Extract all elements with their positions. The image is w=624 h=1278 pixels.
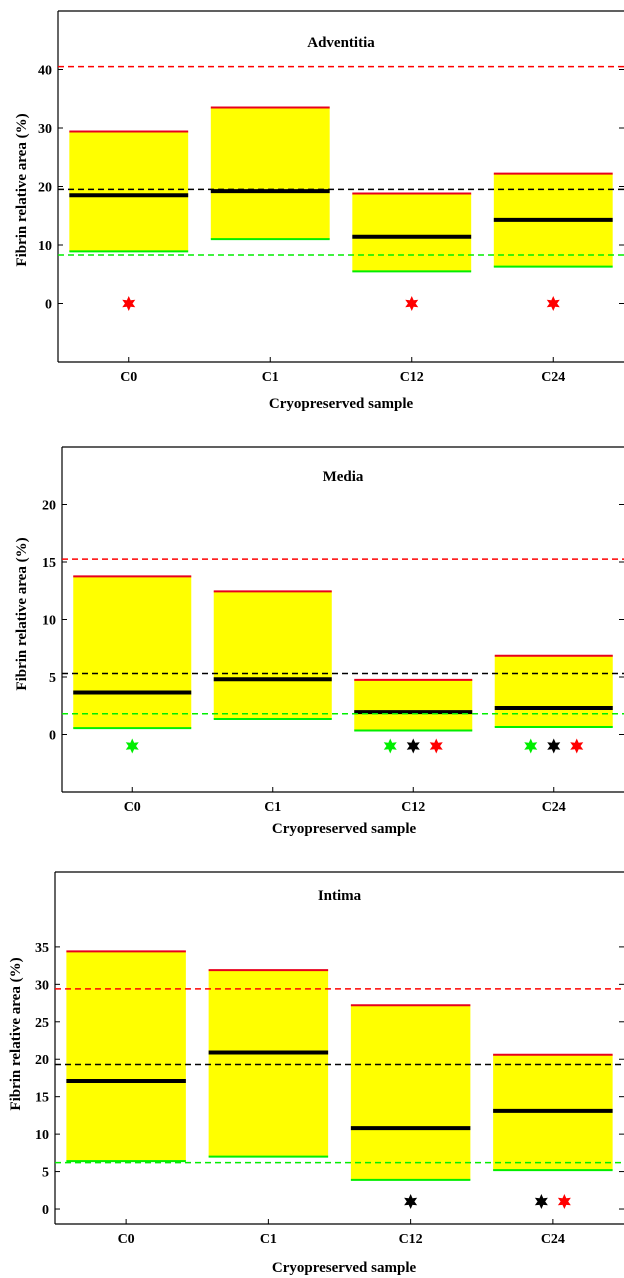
y-axis-label: Fibrin relative area (%) (14, 113, 30, 266)
x-tick-label: C0 (120, 370, 137, 385)
x-tick-label: C12 (399, 1232, 423, 1247)
x-tick-label: C12 (400, 370, 424, 385)
panel-intima: Fibrin relative area (%) Cryopreserved s… (8, 871, 624, 1276)
chart-adventitia: 0 10 20 30 40 C0 C1 C12 C24 Adventitia (38, 10, 624, 385)
y-tick-label: 40 (38, 64, 52, 79)
y-tick-label: 5 (42, 1166, 49, 1181)
range-box-C12 (352, 193, 472, 272)
y-tick-label: 0 (45, 298, 52, 313)
range-box-C24 (494, 655, 613, 728)
x-tick-label: C24 (541, 1232, 565, 1247)
significance-star (429, 738, 443, 754)
y-tick-label: 30 (35, 978, 49, 993)
panel-media: Fibrin relative area (%) Cryopreserved s… (14, 446, 624, 837)
x-axis-label: Cryopreserved sample (272, 821, 417, 837)
y-tick-label: 5 (49, 671, 56, 686)
range-box-C0 (73, 576, 192, 729)
significance-star (557, 1194, 571, 1210)
chart-intima: 0 5 10 15 20 25 30 35 C0 C1 C12 C24 Intima (35, 871, 624, 1247)
x-tick-label: C1 (264, 800, 281, 815)
x-axis-label: Cryopreserved sample (269, 396, 414, 412)
x-tick-label: C0 (118, 1232, 135, 1247)
significance-star (125, 738, 139, 754)
significance-star (406, 738, 420, 754)
y-tick-label: 15 (42, 556, 56, 571)
y-axis-label: Fibrin relative area (%) (14, 537, 30, 690)
x-axis-label: Cryopreserved sample (272, 1260, 417, 1276)
significance-star (524, 738, 538, 754)
panel-adventitia: Fibrin relative area (%) Cryopreserved s… (14, 10, 624, 412)
significance-star (122, 296, 136, 311)
y-tick-label: 10 (35, 1128, 49, 1143)
range-box-C0 (69, 131, 189, 252)
chart-title: Media (323, 469, 364, 485)
x-tick-label: C24 (541, 370, 565, 385)
significance-star (383, 738, 397, 754)
y-tick-label: 10 (42, 614, 56, 629)
y-tick-label: 15 (35, 1091, 49, 1106)
y-tick-label: 0 (49, 729, 56, 744)
range-box-C1 (208, 970, 329, 1157)
chart-title: Intima (318, 888, 362, 904)
significance-star (405, 296, 419, 311)
y-tick-label: 25 (35, 1016, 49, 1031)
significance-star (570, 738, 584, 754)
x-tick-label: C1 (262, 370, 279, 385)
significance-star (404, 1194, 418, 1210)
x-tick-label: C0 (124, 800, 141, 815)
range-box-C1 (213, 591, 332, 719)
y-tick-label: 20 (38, 181, 52, 196)
range-box-C0 (66, 951, 186, 1162)
y-axis-label: Fibrin relative area (%) (8, 957, 24, 1110)
significance-star (546, 296, 560, 311)
significance-star (547, 738, 561, 754)
y-tick-label: 35 (35, 941, 49, 956)
significance-star (534, 1194, 548, 1210)
chart-title: Adventitia (307, 35, 375, 51)
x-tick-label: C12 (401, 800, 425, 815)
range-box-C1 (210, 107, 330, 240)
x-tick-label: C24 (542, 800, 566, 815)
chart-media: 0 5 10 15 20 C0 C1 C12 C24 Media (42, 446, 624, 815)
x-tick-label: C1 (260, 1232, 277, 1247)
y-tick-label: 0 (42, 1203, 49, 1218)
range-box-C12 (354, 679, 473, 731)
y-tick-label: 20 (42, 499, 56, 514)
y-tick-label: 30 (38, 122, 52, 137)
range-box-C12 (350, 1005, 471, 1180)
y-tick-label: 20 (35, 1053, 49, 1068)
y-tick-label: 10 (38, 239, 52, 254)
